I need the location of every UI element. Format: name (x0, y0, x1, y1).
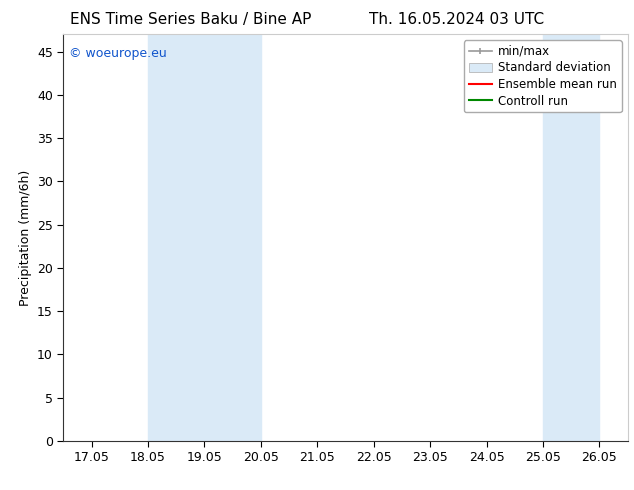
Text: © woeurope.eu: © woeurope.eu (69, 47, 167, 59)
Text: Th. 16.05.2024 03 UTC: Th. 16.05.2024 03 UTC (369, 12, 544, 27)
Y-axis label: Precipitation (mm/6h): Precipitation (mm/6h) (18, 170, 32, 306)
Legend: min/max, Standard deviation, Ensemble mean run, Controll run: min/max, Standard deviation, Ensemble me… (464, 40, 622, 112)
Text: ENS Time Series Baku / Bine AP: ENS Time Series Baku / Bine AP (70, 12, 311, 27)
Bar (543, 34, 600, 441)
Bar (148, 34, 261, 441)
